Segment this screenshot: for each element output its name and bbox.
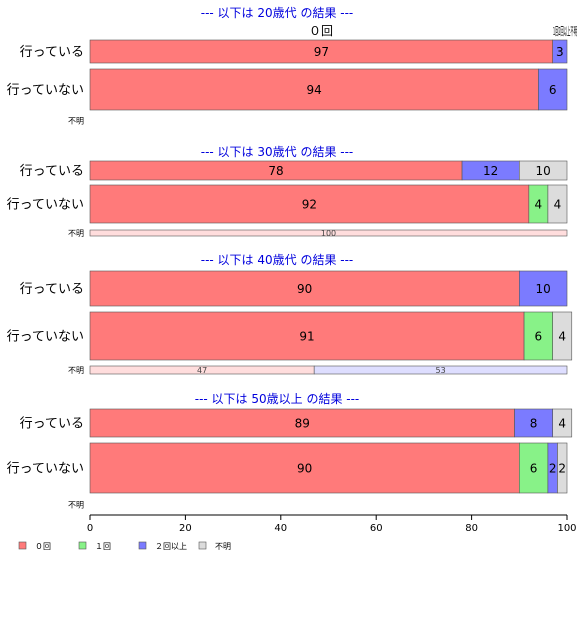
panel-title: --- 以下は 50歳以上 の結果 --- [195, 392, 360, 406]
bar-segment [89, 68, 539, 111]
value-label: 8 [530, 416, 538, 430]
bar-segment [89, 408, 515, 438]
x-axis: 0 20 40 60 80 100 [87, 514, 577, 534]
bar-segment [518, 442, 549, 494]
bar-segment [89, 184, 530, 224]
legend-label: ２回以上 [155, 542, 187, 551]
value-label: 97 [314, 45, 329, 59]
value-label: 4 [554, 197, 562, 211]
bar-segment [552, 39, 568, 64]
legend-label: ０回 [35, 542, 51, 551]
value-label: 10 [536, 282, 551, 296]
x-tick-label: 0 [87, 523, 93, 534]
value-label: 94 [307, 83, 322, 97]
panel-title: --- 以下は 40歳代 の結果 --- [201, 253, 354, 267]
row-label: 行っている [20, 164, 84, 179]
bar-segment [89, 311, 525, 361]
value-label: 3 [556, 45, 564, 59]
row-label: 行っている [20, 282, 84, 297]
value-label: 4 [558, 329, 566, 343]
bar-segment [552, 311, 573, 361]
x-tick-label: 20 [179, 523, 192, 534]
labels-layer: --- 以下は 20歳代 の結果 --- 行っている 97 3 行っていない 94 6 不明 1… [7, 6, 577, 509]
bar-segment [557, 442, 568, 494]
value-label: 2 [549, 461, 557, 475]
value-label: 10 [536, 164, 551, 178]
row-label: 行っていない [7, 330, 84, 345]
value-label: 6 [535, 329, 543, 343]
value-label: 4 [558, 416, 566, 430]
value-label: 90 [297, 282, 312, 296]
bar-segment [518, 270, 568, 307]
header-label-clipped: 1回2回以上不明 [553, 25, 577, 38]
row-label: 不明 [68, 500, 84, 509]
bar-segment [313, 365, 568, 375]
value-label: 2 [558, 461, 566, 475]
legend-swatch [18, 541, 27, 550]
x-tick-label: 60 [370, 523, 383, 534]
bar-segment [518, 160, 568, 181]
row-label: 行っている [20, 45, 84, 60]
row-label: 行っていない [7, 83, 84, 98]
value-label: 100 [321, 229, 336, 238]
value-label: 90 [297, 461, 312, 475]
legend-swatch [78, 541, 87, 550]
bar-segment [523, 311, 553, 361]
panel-title: --- 以下は 30歳代 の結果 --- [201, 145, 354, 159]
panel-title: --- 以下は 20歳代 の結果 --- [201, 6, 354, 20]
bars-layer [89, 39, 573, 494]
value-label: 4 [535, 197, 543, 211]
row-label: 行っている [20, 417, 84, 432]
value-label: 6 [530, 461, 538, 475]
value-label: 53 [436, 366, 446, 375]
x-tick-label: 100 [557, 523, 576, 534]
x-tick-label: 80 [465, 523, 478, 534]
row-label: 行っていない [7, 462, 84, 477]
row-label: 不明 [68, 229, 84, 238]
legend-label: １回 [95, 542, 111, 551]
value-label: 6 [549, 83, 557, 97]
value-label: 47 [197, 366, 207, 375]
bar-segment [547, 184, 568, 224]
value-label: 12 [483, 164, 498, 178]
bar-segment [538, 68, 568, 111]
row-label: 不明 [68, 116, 84, 125]
x-tick-label: 40 [274, 523, 287, 534]
row-label: 行っていない [7, 198, 84, 213]
value-label: 91 [299, 329, 314, 343]
top-header-label: ０回 [309, 24, 333, 38]
value-label: 92 [302, 197, 317, 211]
legend-swatch [198, 541, 207, 550]
bar-segment [89, 229, 568, 237]
bar-segment [89, 270, 520, 307]
value-label: 89 [295, 416, 310, 430]
value-label: 78 [268, 164, 283, 178]
legend-swatch [138, 541, 147, 550]
row-label: 不明 [68, 366, 84, 375]
bar-segment [514, 408, 553, 438]
legend: ０回 １回 ２回以上 不明 [18, 541, 231, 551]
legend-label: 不明 [215, 542, 231, 551]
bar-segment [552, 408, 573, 438]
